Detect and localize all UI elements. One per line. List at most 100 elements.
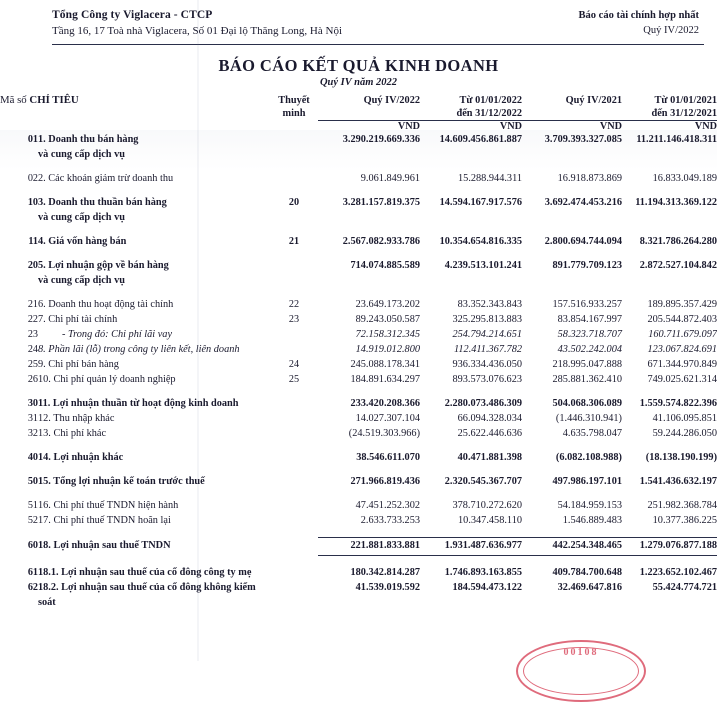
- row-value-ytd-2021: 59.244.286.050: [652, 428, 717, 439]
- row-code: 22: [27, 314, 38, 325]
- row-label-line1: 13. Chi phí khác: [38, 428, 107, 439]
- row-value-ytd-2022: 893.573.076.623: [452, 374, 522, 385]
- row-value-q4-2021: 157.516.933.257: [552, 299, 622, 310]
- row-value-ytd-2022: 184.594.473.122: [452, 582, 522, 593]
- row-spacer: [0, 249, 717, 258]
- row-spacer-cell: [0, 465, 717, 474]
- table-row: 61 18.1. Lợi nhuận sau thuế của cổ đông c…: [0, 565, 717, 580]
- row-label-line1: 12. Thu nhập khác: [38, 413, 115, 424]
- row-value-ytd-2021: 8.321.786.264.280: [639, 236, 717, 247]
- row-value-ytd-2022: 14.609.456.861.887: [439, 134, 522, 145]
- row-label-line1: - Trong đó: Chi phí lãi vay: [62, 329, 173, 340]
- row-note: [270, 426, 318, 441]
- unit-col1: VND: [397, 121, 420, 132]
- row-value-q4-2022: 180.342.814.287: [350, 567, 420, 578]
- page-title: BÁO CÁO KẾT QUẢ KINH DOANH: [218, 56, 499, 75]
- letterhead-right: Báo cáo tài chính hợp nhất Quý IV/2022: [579, 8, 699, 38]
- row-value-q4-2022: 3.290.219.669.336: [342, 134, 420, 145]
- row-value-ytd-2022: 40.471.881.398: [457, 452, 522, 463]
- row-label: 17. Chi phí thuế TNDN hoãn lại: [38, 513, 270, 528]
- row-code: 02: [27, 173, 38, 184]
- row-note: [270, 474, 318, 489]
- row-code: 60: [27, 539, 38, 551]
- row-code: 61: [27, 567, 38, 578]
- row-code: 30: [27, 398, 38, 409]
- row-note: [270, 580, 318, 610]
- row-value-ytd-2022: 83.352.343.843: [457, 299, 522, 310]
- row-value-ytd-2022: 325.295.813.883: [452, 314, 522, 325]
- row-value-q4-2022: 3.281.157.819.375: [342, 197, 420, 208]
- row-label-line1: 2. Các khoản giảm trừ doanh thu: [38, 173, 174, 184]
- row-value-ytd-2022: 254.794.214.651: [452, 329, 522, 340]
- row-value-ytd-2022: 378.710.272.620: [452, 500, 522, 511]
- table-row: 31 12. Thu nhập khác 14.027.307.104 66.094.…: [0, 411, 717, 426]
- row-label: 1. Doanh thu bán hàng và cung cấp dịch vụ: [38, 132, 270, 162]
- row-value-q4-2022: 245.088.178.341: [350, 359, 420, 370]
- row-code: 52: [27, 515, 38, 526]
- row-label: 18.1. Lợi nhuận sau thuế của cổ đông côn…: [38, 565, 270, 580]
- row-value-q4-2021: (1.446.310.941): [555, 413, 622, 424]
- table-row: 30 11. Lợi nhuận thuần từ hoạt động kinh …: [0, 396, 717, 411]
- row-label-line2: và cung cấp dịch vụ: [38, 275, 125, 286]
- total-underline-cell: [622, 553, 717, 556]
- row-label-line1: 15. Tổng lợi nhuận kế toán trước thuế: [38, 476, 205, 487]
- row-value-q4-2022: (24.519.303.966): [348, 428, 420, 439]
- unit-col3: VND: [599, 121, 622, 132]
- row-value-q4-2021: 3.692.474.453.216: [544, 197, 622, 208]
- row-label-line1: 3. Doanh thu thuần bán hàng: [38, 197, 167, 208]
- table-row: 51 16. Chi phí thuế TNDN hiện hành 47.451.…: [0, 498, 717, 513]
- row-label: 15. Tổng lợi nhuận kế toán trước thuế: [38, 474, 270, 489]
- row-note: [270, 327, 318, 342]
- row-label: 13. Chi phí khác: [38, 426, 270, 441]
- row-value-q4-2022: 2.567.082.933.786: [342, 236, 420, 247]
- row-value-ytd-2021: 1.223.652.102.467: [639, 567, 717, 578]
- report-period: Quý IV/2022: [643, 25, 699, 36]
- row-note: [270, 450, 318, 465]
- row-note: [270, 538, 318, 554]
- header-col1-line2: [318, 107, 420, 121]
- row-spacer: [0, 225, 717, 234]
- header-col2-line2: đến 31/12/2022: [420, 107, 522, 121]
- stamp-text: 00108: [563, 647, 599, 658]
- row-label: 10. Chi phí quản lý doanh nghiệp: [38, 372, 270, 387]
- header-spacer: [0, 107, 270, 121]
- row-value-ytd-2021: 205.544.872.403: [647, 314, 717, 325]
- row-value-ytd-2022: 10.354.654.816.335: [439, 236, 522, 247]
- row-value-q4-2021: 83.854.167.997: [557, 314, 622, 325]
- row-value-ytd-2022: 66.094.328.034: [457, 413, 522, 424]
- row-value-q4-2021: 442.254.348.465: [522, 537, 622, 553]
- row-label: 7. Chi phí tài chính: [38, 312, 270, 327]
- row-label-line1: 10. Chi phí quản lý doanh nghiệp: [38, 374, 176, 385]
- row-value-ytd-2021: 251.982.368.784: [647, 500, 717, 511]
- row-value-ytd-2022: 1.746.893.163.855: [444, 567, 522, 578]
- row-spacer-cell: [0, 162, 717, 171]
- row-label-line1: 1. Doanh thu bán hàng: [38, 134, 139, 145]
- row-label-line1: 9. Chi phí bán hàng: [38, 359, 119, 370]
- row-label: - Trong đó: Chi phí lãi vay: [38, 327, 270, 342]
- red-seal-stamp: 00108: [516, 640, 646, 702]
- header-row-2: minh đến 31/12/2022 đến 31/12/2021: [0, 107, 717, 121]
- row-label: 8. Phần lãi (lỗ) trong công ty liên kết,…: [38, 342, 270, 357]
- row-value-ytd-2021: 1.279.076.877.188: [622, 537, 717, 553]
- row-label: 4. Giá vốn hàng bán: [38, 234, 270, 249]
- row-value-ytd-2021: 41.106.095.851: [652, 413, 717, 424]
- row-label-line1: 4. Giá vốn hàng bán: [38, 236, 127, 247]
- row-label-line2: và cung cấp dịch vụ: [38, 149, 125, 160]
- row-value-q4-2022: 9.061.849.961: [360, 173, 420, 184]
- row-spacer: [0, 162, 717, 171]
- row-value-ytd-2021: 1.559.574.822.396: [639, 398, 717, 409]
- company-name: Tổng Công ty Viglacera - CTCP: [52, 9, 213, 21]
- row-note: 24: [288, 359, 300, 370]
- row-label-line1: 7. Chi phí tài chính: [38, 314, 118, 325]
- row-value-ytd-2021: 189.895.357.429: [647, 299, 717, 310]
- row-code: 20: [27, 260, 38, 271]
- row-spacer: [0, 489, 717, 498]
- row-label: 14. Lợi nhuận khác: [38, 450, 270, 465]
- row-value-ytd-2022: 936.334.436.050: [452, 359, 522, 370]
- row-value-q4-2021: 285.881.362.410: [552, 374, 622, 385]
- table-row: 25 9. Chi phí bán hàng 24 245.088.178.341 93…: [0, 357, 717, 372]
- letterhead-left: Tổng Công ty Viglacera - CTCP Tầng 16, 1…: [52, 8, 342, 39]
- row-value-q4-2022: 714.074.885.589: [350, 260, 420, 271]
- row-value-q4-2021: 58.323.718.707: [557, 329, 622, 340]
- row-label-line1: 14. Lợi nhuận khác: [38, 452, 124, 463]
